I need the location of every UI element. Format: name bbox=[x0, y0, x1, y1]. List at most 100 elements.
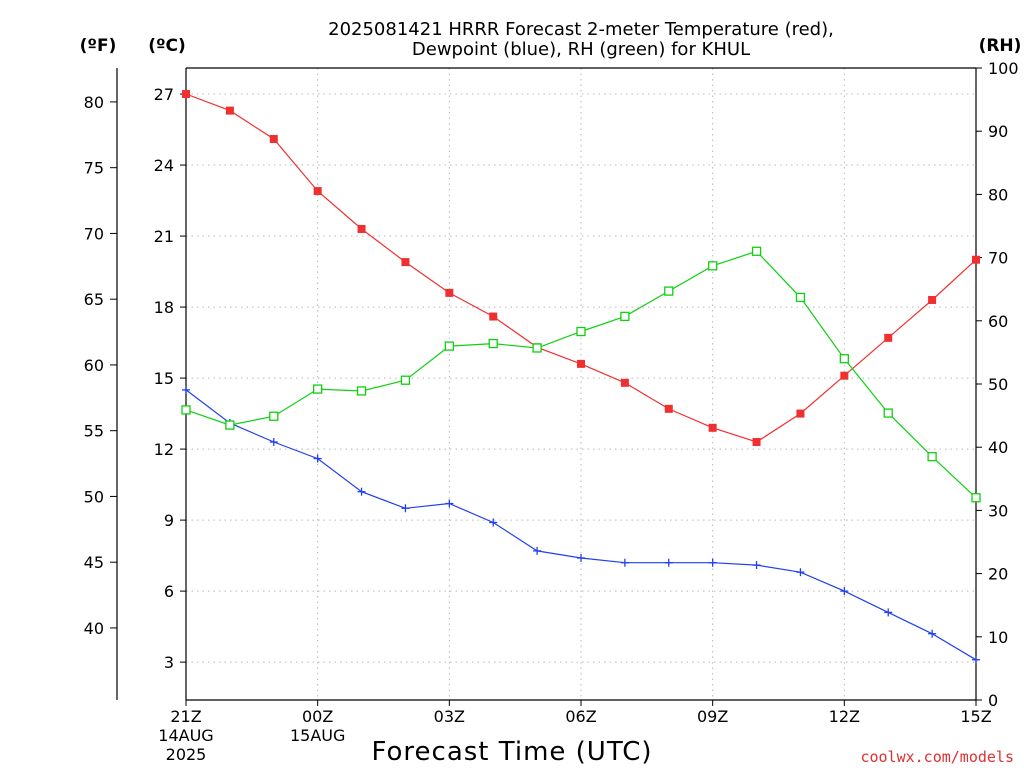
fahrenheit-tick-label: 80 bbox=[84, 93, 104, 112]
temperature-point bbox=[928, 295, 937, 304]
rh-point bbox=[839, 354, 849, 364]
rh-tick-label: 20 bbox=[988, 565, 1008, 584]
x-tick-label: 12Z bbox=[829, 707, 860, 726]
x-tick-label: 21Z bbox=[170, 707, 201, 726]
dewpoint-point bbox=[840, 587, 849, 596]
rh-tick-label: 60 bbox=[988, 312, 1008, 331]
credit-text: coolwx.com/models bbox=[860, 748, 1014, 766]
x-tick-label: 14AUG bbox=[158, 726, 213, 745]
dewpoint-point bbox=[577, 553, 585, 562]
celsius-tick-label: 3 bbox=[164, 653, 174, 672]
fahrenheit-tick-label: 65 bbox=[84, 290, 104, 309]
dewpoint-point bbox=[796, 568, 805, 577]
rh-tick-label: 70 bbox=[988, 249, 1008, 268]
x-tick-label: 15AUG bbox=[290, 726, 345, 745]
rh-point bbox=[795, 292, 806, 303]
celsius-tick-label: 9 bbox=[164, 511, 174, 530]
dewpoint-point bbox=[708, 558, 717, 567]
temperature-point bbox=[313, 187, 322, 196]
rh-point bbox=[400, 375, 411, 385]
axes: 3 6 9 12 15 18 21 24 27 40 45 50 55 60 65 70 75 80 0 10 20 30… bbox=[84, 59, 1019, 764]
rh-point bbox=[313, 384, 323, 394]
series-layer bbox=[181, 90, 981, 664]
rh-tick-label: 100 bbox=[988, 59, 1019, 78]
temperature-point bbox=[401, 258, 410, 267]
temperature-point bbox=[708, 423, 717, 432]
fahrenheit-tick-label: 40 bbox=[84, 619, 104, 638]
x-tick-label: 15Z bbox=[960, 707, 991, 726]
x-tick-label: 09Z bbox=[697, 707, 728, 726]
rh-point bbox=[181, 405, 191, 415]
fahrenheit-tick-label: 70 bbox=[84, 224, 104, 243]
grid-lines bbox=[185, 68, 977, 700]
dewpoint-point bbox=[884, 608, 893, 617]
dewpoint-point bbox=[533, 546, 542, 555]
rh-point bbox=[708, 261, 718, 271]
rh-point bbox=[927, 452, 937, 462]
temperature-point bbox=[489, 312, 498, 321]
rh-point bbox=[620, 311, 630, 322]
celsius-tick-label: 12 bbox=[154, 440, 174, 459]
chart-title-line1: 2025081421 HRRR Forecast 2-meter Tempera… bbox=[328, 19, 834, 40]
rh-point bbox=[356, 386, 367, 396]
celsius-unit-label: (ºC) bbox=[148, 36, 186, 56]
dewpoint-point bbox=[445, 499, 454, 508]
dewpoint-point bbox=[182, 385, 190, 394]
rh-point bbox=[883, 408, 893, 418]
x-tick-label: 00Z bbox=[302, 707, 333, 726]
rh-point bbox=[664, 286, 674, 296]
temperature-point bbox=[225, 106, 234, 115]
celsius-tick-label: 18 bbox=[154, 298, 174, 317]
dewpoint-point bbox=[489, 518, 498, 527]
rh-point bbox=[225, 420, 235, 430]
temperature-point bbox=[752, 437, 761, 446]
x-tick-label: 06Z bbox=[565, 707, 596, 726]
temperature-point bbox=[182, 90, 190, 99]
celsius-tick-label: 6 bbox=[164, 582, 174, 601]
rh-point bbox=[488, 338, 498, 349]
celsius-tick-label: 24 bbox=[154, 156, 174, 175]
dewpoint-point bbox=[269, 437, 278, 446]
dewpoint-point bbox=[313, 454, 322, 463]
temperature-point bbox=[840, 371, 849, 380]
rh-point bbox=[269, 411, 279, 421]
rh-tick-label: 50 bbox=[988, 375, 1008, 394]
fahrenheit-unit-label: (ºF) bbox=[80, 36, 117, 56]
celsius-tick-label: 21 bbox=[154, 227, 174, 246]
fahrenheit-tick-label: 55 bbox=[84, 422, 104, 441]
dewpoint-point bbox=[752, 561, 761, 570]
temperature-point bbox=[577, 359, 585, 368]
x-tick-label: 2025 bbox=[166, 745, 207, 764]
dewpoint-point bbox=[928, 629, 937, 638]
dewpoint-point bbox=[357, 487, 366, 496]
temperature-point bbox=[884, 333, 893, 342]
dewpoint-point bbox=[664, 558, 673, 567]
dewpoint-point bbox=[972, 655, 980, 664]
x-axis-label: Forecast Time (UTC) bbox=[371, 737, 652, 767]
x-tick-label: 03Z bbox=[434, 707, 465, 726]
dewpoint-point bbox=[401, 504, 410, 513]
rh-point bbox=[444, 341, 454, 351]
rh-tick-label: 10 bbox=[988, 628, 1008, 647]
temperature-point bbox=[357, 224, 366, 233]
rh-tick-label: 30 bbox=[988, 501, 1008, 520]
rh-point bbox=[751, 246, 762, 256]
rh-point bbox=[532, 343, 542, 353]
rh-tick-label: 40 bbox=[988, 438, 1008, 457]
fahrenheit-tick-label: 75 bbox=[84, 159, 104, 178]
fahrenheit-tick-label: 60 bbox=[84, 356, 104, 375]
rh-unit-label: (RH) bbox=[979, 36, 1022, 56]
temperature-point bbox=[664, 404, 673, 413]
fahrenheit-tick-label: 45 bbox=[84, 553, 104, 572]
rh-point bbox=[971, 493, 981, 503]
rh-tick-label: 80 bbox=[988, 185, 1008, 204]
fahrenheit-tick-label: 50 bbox=[84, 487, 104, 506]
celsius-tick-label: 27 bbox=[154, 85, 174, 104]
rh-tick-label: 0 bbox=[988, 691, 998, 710]
temperature-point bbox=[269, 135, 278, 144]
celsius-tick-label: 15 bbox=[154, 369, 174, 388]
temperature-point bbox=[445, 288, 454, 297]
temperature-point bbox=[972, 255, 980, 264]
chart-title-line2: Dewpoint (blue), RH (green) for KHUL bbox=[412, 39, 750, 60]
